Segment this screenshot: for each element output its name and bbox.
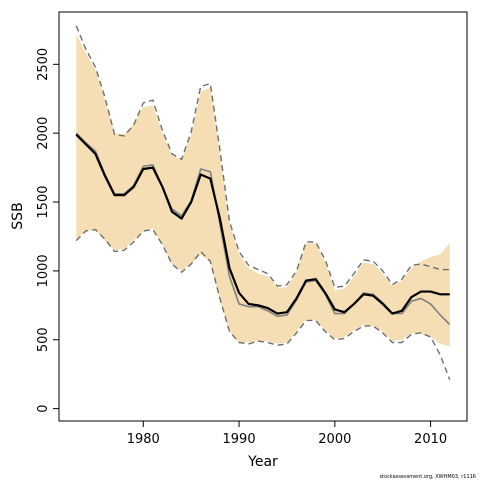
confidence-band-layer [76,34,450,347]
footnote: stockassessment.org, XWHM03, r1116 [379,474,476,480]
y-axis: 0 500 1000 1500 2000 2500 [36,48,59,413]
ssb-estimate-line [75,133,450,315]
x-tick-label: 2000 [318,432,351,447]
y-tick-label: 1000 [36,254,51,287]
series-lines-layer [75,25,451,380]
x-tick-label: 1990 [223,432,256,447]
retro-upper-bound-line [75,25,450,289]
y-tick-label: 2500 [36,48,51,81]
y-tick-label: 1500 [36,185,51,218]
y-tick-label: 2000 [36,117,51,150]
x-axis-title: Year [247,454,278,470]
plot-frame [58,11,468,422]
x-tick-label: 1980 [127,432,160,447]
confidence-band [76,34,450,347]
y-tick-label: 0 [36,404,51,412]
retro-lower-bound-line [75,228,451,380]
y-axis-title: SSB [10,202,26,229]
x-tick-label: 2010 [414,432,447,447]
y-tick-label: 500 [36,327,51,352]
x-axis: 1980 1990 2000 2010 [127,421,447,447]
